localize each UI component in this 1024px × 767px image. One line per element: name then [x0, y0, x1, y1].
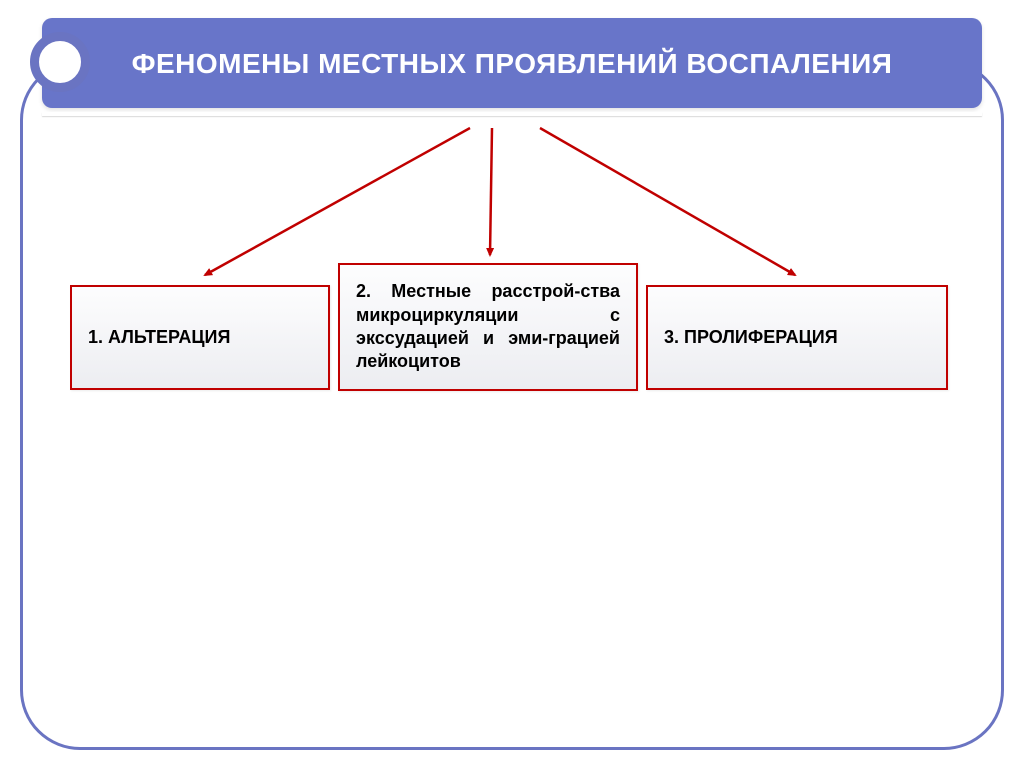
box-label: 3. ПРОЛИФЕРАЦИЯ [664, 326, 838, 349]
accent-circle [30, 32, 90, 92]
slide-frame [20, 60, 1004, 750]
box-label: 1. АЛЬТЕРАЦИЯ [88, 326, 230, 349]
slide-title-bar: ФЕНОМЕНЫ МЕСТНЫХ ПРОЯВЛЕНИЙ ВОСПАЛЕНИЯ [42, 18, 982, 108]
box-alteration: 1. АЛЬТЕРАЦИЯ [70, 285, 330, 390]
box-microcirculation: 2. Местные расстрой-ства микроциркуляции… [338, 263, 638, 391]
slide-title: ФЕНОМЕНЫ МЕСТНЫХ ПРОЯВЛЕНИЙ ВОСПАЛЕНИЯ [132, 46, 893, 81]
box-label: 2. Местные расстрой-ства микроциркуляции… [356, 280, 620, 374]
title-underline [42, 112, 982, 116]
box-proliferation: 3. ПРОЛИФЕРАЦИЯ [646, 285, 948, 390]
